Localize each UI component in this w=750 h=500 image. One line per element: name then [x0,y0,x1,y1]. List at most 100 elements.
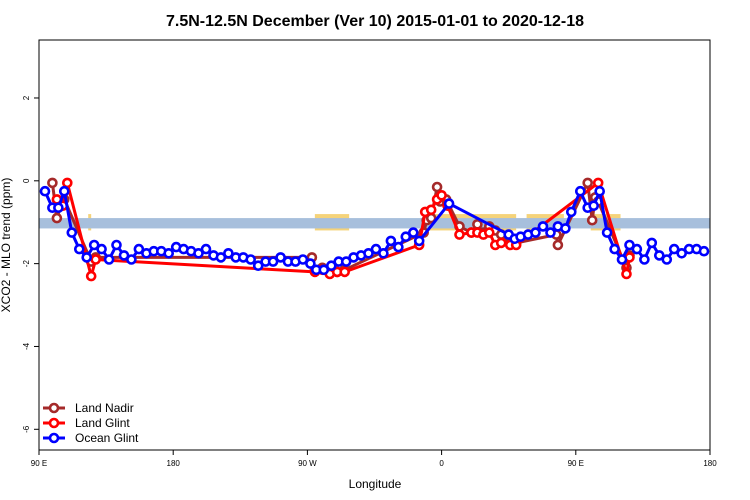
data-point [425,204,437,216]
x-tick-label: 0 [439,459,444,468]
y-tick-label: -2 [22,260,31,268]
plot-area [38,39,711,451]
data-point [653,250,665,261]
data-point [275,252,286,263]
data-point [318,264,330,276]
data-point [431,181,443,193]
data-point [245,254,256,265]
data-point [594,185,606,197]
x-tick-label: 90 E [568,459,584,468]
data-point [385,235,397,247]
data-point [340,256,352,267]
data-point [609,243,620,255]
data-point [565,206,577,218]
data-point [133,243,145,255]
y-axis: 2 0 -2 -4 -6 [22,95,39,433]
x-tick-label: 90 E [31,459,47,468]
data-point [363,248,374,259]
data-point [85,270,97,282]
data-point [616,254,628,265]
data-point [193,248,204,259]
data-point [436,190,447,201]
reference-band [39,218,710,229]
series-ocean-glint [39,185,710,276]
legend-label: Land Nadir [75,401,134,415]
x-tick-label: 180 [167,459,181,468]
data-point [103,254,115,265]
data-point [601,227,613,238]
data-point [472,219,483,230]
data-point [305,258,316,269]
x-tick-label: 180 [703,459,717,468]
data-point [378,248,389,259]
data-point [53,202,64,213]
data-point [215,252,227,263]
data-point [74,243,85,255]
data-point [47,177,58,189]
x-axis-label: Longitude [349,477,402,491]
data-point [111,239,122,251]
data-point [545,227,556,238]
y-tick-label: 2 [22,95,31,100]
data-point [267,256,279,267]
data-point [592,177,604,189]
data-point [90,254,101,265]
data-point [560,223,571,234]
data-point [66,227,78,238]
data-point [413,235,425,247]
data-point [586,214,598,226]
data-point [252,260,264,272]
data-point [646,237,658,249]
data-point [39,185,51,197]
data-point [454,229,465,240]
data-point [325,260,337,272]
legend-label: Land Glint [75,416,130,430]
x-axis: 90 E 180 90 W 0 90 E 180 [31,450,717,468]
data-point [537,221,549,232]
data-point [88,239,100,251]
data-point [495,237,507,249]
data-point [552,239,564,251]
data-point [483,227,495,238]
data-point [370,243,382,255]
data-point [223,248,234,259]
data-point [631,243,643,255]
data-point [81,252,92,263]
data-point [668,243,680,255]
legend-item: Ocean Glint [43,431,139,445]
data-point [661,254,673,265]
data-point [126,254,137,265]
legend-swatch-marker [48,402,60,414]
data-point [407,227,419,238]
data-point [200,243,212,255]
data-point [400,231,412,242]
data-point [59,185,70,197]
legend-item: Land Nadir [43,401,134,415]
data-point [62,177,73,189]
data-point [639,254,650,265]
data-point [624,239,635,251]
data-point [96,243,107,255]
legend-label: Ocean Glint [75,431,139,445]
data-point [118,250,130,261]
y-tick-label: -4 [22,342,31,350]
chart-title: 7.5N-12.5N December (Ver 10) 2015-01-01 … [166,13,584,30]
plot-frame [38,39,711,451]
data-point [698,245,710,257]
data-point [297,254,309,265]
legend-swatch-marker [48,417,60,429]
y-tick-label: 0 [22,178,31,183]
data-point [676,248,688,259]
data-point [393,241,404,253]
y-tick-label: -6 [22,425,31,433]
legend-swatch-marker [48,432,60,444]
x-tick-label: 90 W [298,459,317,468]
data-point [443,198,455,209]
data-point [588,200,600,211]
data-point [339,266,351,278]
data-point [51,212,63,224]
data-point [582,177,594,189]
data-point [163,248,174,259]
